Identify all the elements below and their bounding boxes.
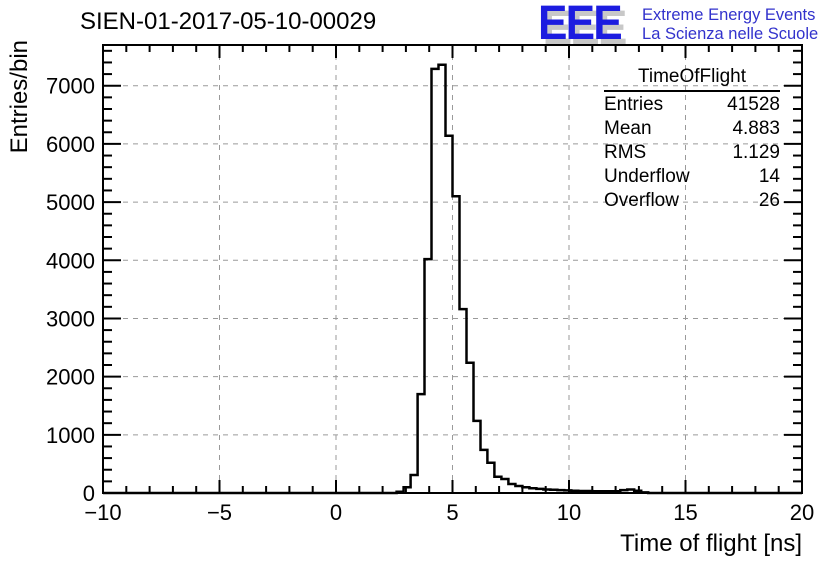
stats-row-entries: Entries 41528 [604, 93, 780, 116]
y-tick-label: 1000 [46, 423, 95, 448]
stats-title: TimeOfFlight [604, 66, 780, 92]
stats-label: Mean [604, 118, 652, 139]
eee-logo: EEE Extreme Energy Events La Scienza nel… [538, 0, 818, 50]
x-tick-label: 10 [557, 500, 581, 525]
stats-value: 41528 [727, 94, 780, 115]
y-tick-label: 2000 [46, 365, 95, 390]
eee-logo-line1: Extreme Energy Events [642, 6, 816, 24]
plot-title: SIEN-01-2017-05-10-00029 [80, 8, 377, 35]
eee-logo-text: Extreme Energy Events La Scienza nelle S… [642, 6, 818, 44]
stats-label: RMS [604, 142, 647, 163]
stats-label: Underflow [604, 166, 690, 187]
stats-value: 14 [758, 166, 780, 187]
stats-row-underflow: Underflow 14 [604, 165, 780, 188]
y-tick-label: 6000 [46, 132, 95, 157]
x-tick-label: 0 [330, 500, 342, 525]
x-tick-label: 15 [673, 500, 697, 525]
eee-logo-acronym: EEE [538, 0, 623, 50]
x-tick-label: −10 [84, 500, 121, 525]
x-tick-label: −5 [207, 500, 232, 525]
x-axis-title: Time of flight [ns] [620, 530, 802, 557]
y-tick-label: 3000 [46, 306, 95, 331]
eee-logo-line2: La Scienza nelle Scuole [642, 25, 819, 43]
x-tick-label: 5 [446, 500, 458, 525]
y-tick-label: 0 [83, 481, 95, 506]
y-tick-label: 4000 [46, 248, 95, 273]
stats-row-mean: Mean 4.883 [604, 117, 780, 140]
x-tick-label: 20 [790, 500, 814, 525]
stats-box: TimeOfFlight Entries 41528 Mean 4.883 RM… [604, 66, 780, 212]
stats-value: 4.883 [732, 118, 780, 139]
stats-row-overflow: Overflow 26 [604, 189, 780, 212]
stats-row-rms: RMS 1.129 [604, 141, 780, 164]
stats-value: 1.129 [732, 142, 780, 163]
y-tick-label: 5000 [46, 190, 95, 215]
stats-label: Overflow [604, 190, 679, 211]
stats-value: 26 [758, 190, 780, 211]
stats-label: Entries [604, 94, 664, 115]
y-tick-label: 7000 [46, 74, 95, 99]
y-axis-title: Entries/bin [6, 40, 33, 154]
